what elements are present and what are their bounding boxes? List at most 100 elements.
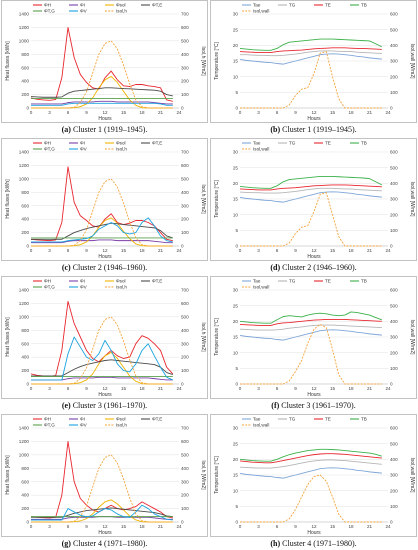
x-tick-label: 9 bbox=[85, 110, 88, 115]
x-tick-label: 6 bbox=[67, 110, 70, 115]
x-tick-label: 21 bbox=[367, 248, 373, 253]
y2-tick-label: 600 bbox=[390, 150, 398, 155]
y-tick-label: 800 bbox=[21, 190, 29, 195]
y-tick-label: 1200 bbox=[19, 439, 30, 444]
caption-letter: (c) bbox=[62, 263, 73, 272]
series-line-TG bbox=[239, 324, 382, 331]
legend-label: TG bbox=[289, 3, 296, 8]
caption-letter: (f) bbox=[271, 401, 281, 410]
x-axis-label: Hours bbox=[98, 254, 112, 260]
y2-axis-label: Isol,h [W/m2] bbox=[200, 46, 206, 76]
y2-tick-label: 300 bbox=[390, 335, 398, 340]
y2-axis-label: Isol,h [W/m2] bbox=[200, 322, 206, 352]
x-tick-label: 21 bbox=[158, 386, 164, 391]
caption-h: (h) Cluster 4 (1971–1980). bbox=[270, 539, 356, 548]
series-line-PhiT_E bbox=[31, 507, 173, 518]
series-line-TE bbox=[239, 47, 382, 53]
series-line-PhiH bbox=[30, 166, 173, 242]
caption-letter: (b) bbox=[270, 125, 282, 134]
y-tick-label: 15 bbox=[233, 473, 239, 478]
legend-label: ΦT,G bbox=[44, 147, 55, 152]
y-tick-label: 30 bbox=[233, 150, 239, 155]
series-line-TG bbox=[239, 459, 382, 469]
y-tick-label: 1000 bbox=[19, 176, 30, 181]
series-line-Isol_wall bbox=[240, 474, 382, 523]
y-axis-label: Heat fluxes [kWh] bbox=[5, 317, 11, 357]
legend-label: TB bbox=[361, 417, 367, 422]
y-tick-label: 30 bbox=[233, 288, 239, 293]
x-tick-label: 6 bbox=[67, 386, 70, 391]
y-tick-label: 20 bbox=[233, 181, 239, 186]
y2-tick-label: 0 bbox=[181, 244, 184, 249]
y-tick-label: 5 bbox=[235, 228, 238, 233]
x-tick-label: 18 bbox=[139, 524, 145, 529]
y-tick-label: 20 bbox=[233, 43, 239, 48]
y-tick-label: 0 bbox=[235, 244, 238, 249]
series-line-PhiV bbox=[31, 504, 173, 521]
x-tick-label: 9 bbox=[294, 524, 297, 529]
series-line-TB bbox=[239, 311, 382, 324]
x-axis-label: Hours bbox=[307, 530, 321, 536]
y2-tick-label: 100 bbox=[181, 368, 189, 373]
legend-label: TG bbox=[289, 279, 296, 284]
y2-tick-label: 400 bbox=[390, 319, 398, 324]
series-line-TB bbox=[239, 175, 383, 189]
y-tick-label: 200 bbox=[21, 230, 29, 235]
y-tick-label: 400 bbox=[21, 217, 29, 222]
x-tick-label: 12 bbox=[102, 524, 108, 529]
x-tick-label: 24 bbox=[176, 248, 182, 253]
series-line-TE bbox=[239, 453, 382, 464]
legend-label: ΦT,G bbox=[44, 9, 55, 14]
x-tick-label: 12 bbox=[102, 248, 108, 253]
legend-label: Φsol bbox=[116, 141, 126, 146]
x-tick-label: 18 bbox=[348, 110, 354, 115]
y-tick-label: 30 bbox=[233, 426, 239, 431]
y2-tick-label: 700 bbox=[181, 12, 189, 17]
y2-tick-label: 500 bbox=[181, 38, 189, 43]
x-tick-label: 24 bbox=[385, 110, 391, 115]
legend-label: Isol,h bbox=[116, 285, 127, 290]
legend-label: TG bbox=[289, 417, 296, 422]
y2-tick-label: 300 bbox=[181, 65, 189, 70]
legend-label: Isol,wall bbox=[253, 9, 269, 14]
panel-frame bbox=[1, 276, 208, 399]
y-tick-label: 800 bbox=[21, 328, 29, 333]
y2-tick-label: 700 bbox=[181, 150, 189, 155]
caption-a: (a) Cluster 1 (1919–1945). bbox=[62, 125, 148, 134]
y2-tick-label: 300 bbox=[390, 197, 398, 202]
y-tick-label: 1000 bbox=[19, 38, 30, 43]
series-line-Tae bbox=[239, 329, 382, 341]
y-tick-label: 0 bbox=[26, 106, 29, 111]
legend-label: ΦT,G bbox=[44, 423, 55, 428]
legend-label: ΦT,E bbox=[152, 417, 162, 422]
y-tick-label: 1400 bbox=[19, 288, 30, 293]
series-line-Tae bbox=[239, 53, 382, 65]
chart-panel-e: 0 200 400 600 800 1000 1200 1400 0 100 200 300 400 50… bbox=[1, 276, 208, 399]
y2-tick-label: 0 bbox=[390, 244, 393, 249]
caption-f: (f) Cluster 3 (1961–1970). bbox=[271, 401, 355, 410]
y2-tick-label: 300 bbox=[181, 203, 189, 208]
x-tick-label: 15 bbox=[330, 386, 336, 391]
y-tick-label: 600 bbox=[21, 203, 29, 208]
x-tick-label: 6 bbox=[276, 110, 279, 115]
y2-axis-label: Isol,wall [W/m2] bbox=[409, 181, 415, 217]
legend-label: ΦV bbox=[80, 9, 88, 14]
y2-tick-label: 400 bbox=[181, 466, 189, 471]
y2-tick-label: 500 bbox=[181, 452, 189, 457]
y-tick-label: 0 bbox=[235, 106, 238, 111]
caption-letter: (d) bbox=[270, 263, 282, 272]
y2-tick-label: 400 bbox=[181, 52, 189, 57]
y2-tick-label: 300 bbox=[390, 59, 398, 64]
x-tick-label: 3 bbox=[257, 248, 260, 253]
chart-panel-c: 0 200 400 600 800 1000 1200 1400 0 100 200 300 400 50… bbox=[1, 138, 208, 261]
x-tick-label: 21 bbox=[158, 524, 164, 529]
legend-label: ΦH bbox=[44, 417, 51, 422]
y-tick-label: 400 bbox=[21, 355, 29, 360]
series-line-Isol_wall bbox=[240, 192, 382, 247]
x-tick-label: 9 bbox=[85, 386, 88, 391]
caption-text: Cluster 4 (1971–1980). bbox=[73, 539, 147, 548]
y2-axis-label: Isol,wall [W/m2] bbox=[409, 319, 415, 355]
x-tick-label: 0 bbox=[30, 110, 33, 115]
